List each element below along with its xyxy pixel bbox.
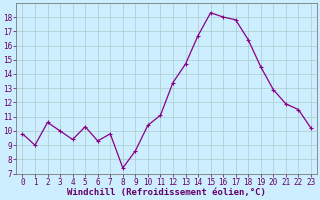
X-axis label: Windchill (Refroidissement éolien,°C): Windchill (Refroidissement éolien,°C): [67, 188, 266, 197]
